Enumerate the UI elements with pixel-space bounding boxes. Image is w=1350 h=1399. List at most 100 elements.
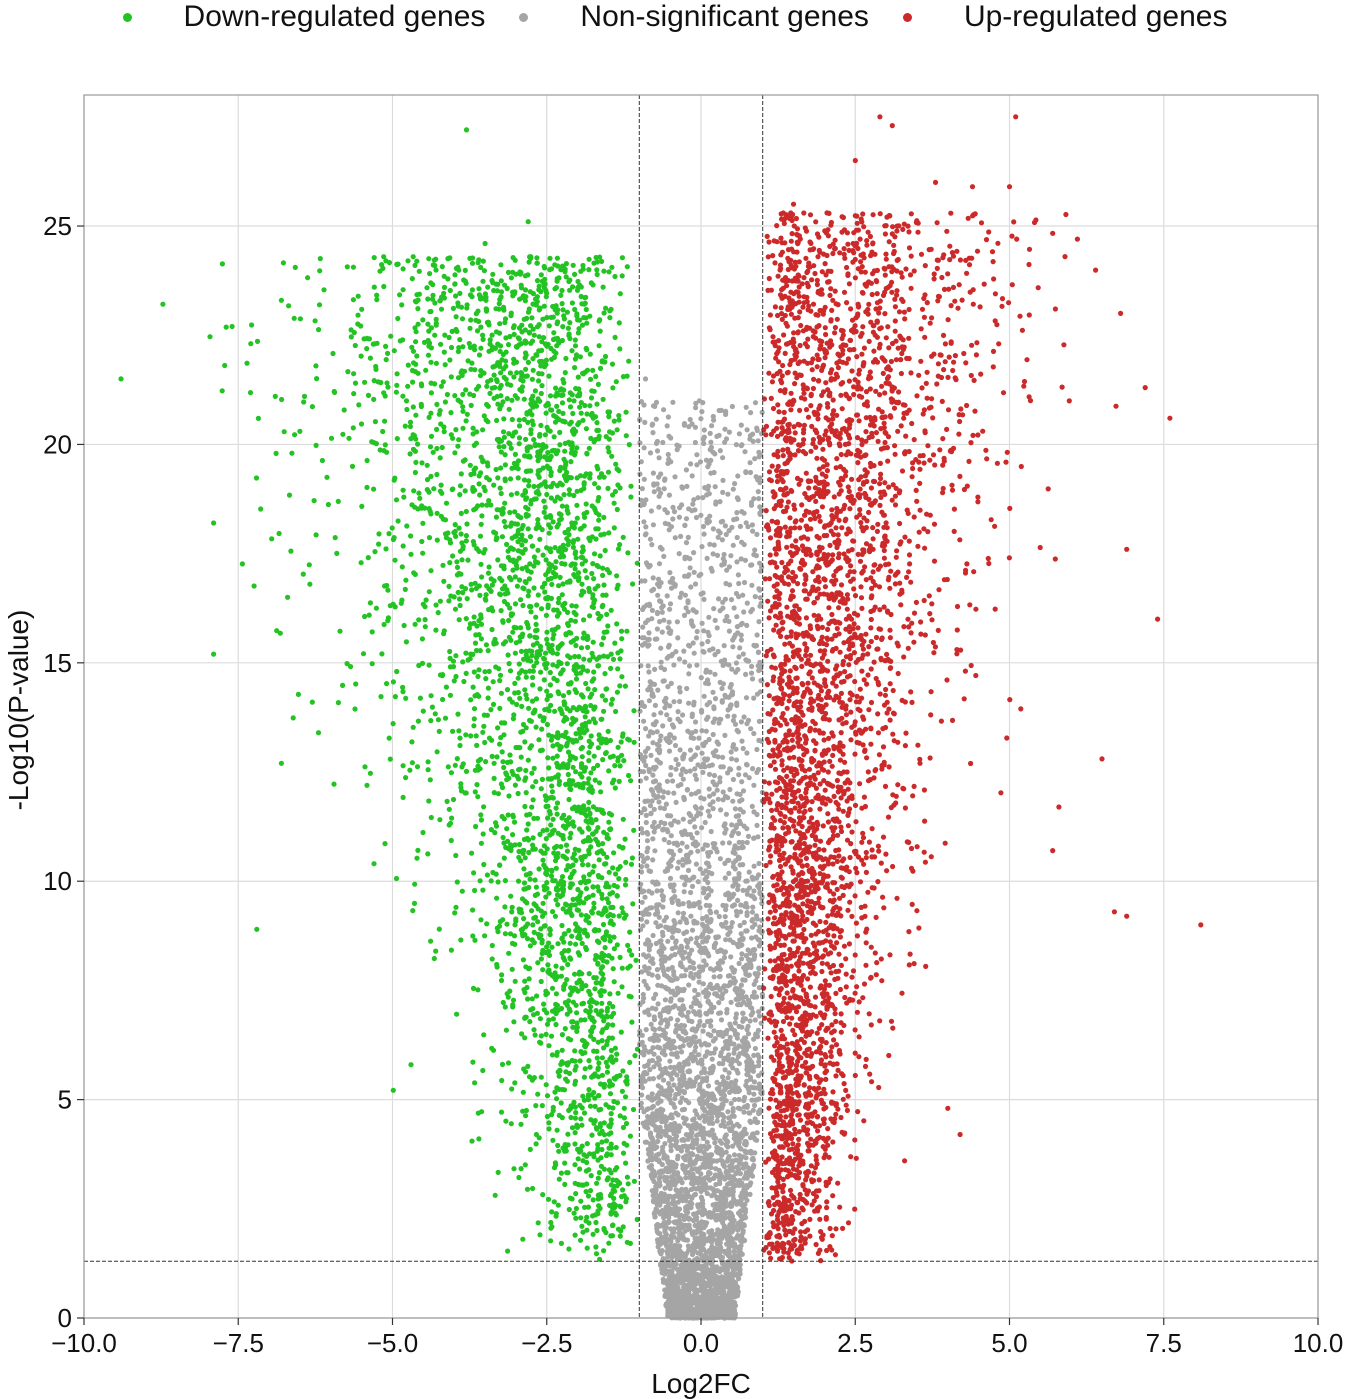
data-point — [594, 980, 600, 986]
data-point — [437, 488, 443, 494]
data-point — [565, 527, 572, 533]
data-point — [561, 606, 568, 612]
data-point — [554, 415, 561, 421]
data-point — [471, 507, 477, 513]
data-point — [524, 448, 530, 454]
data-point — [606, 449, 612, 455]
data-point — [661, 553, 667, 560]
data-point — [344, 661, 350, 667]
data-point — [596, 780, 603, 786]
data-point — [620, 1068, 626, 1074]
data-point — [555, 1202, 561, 1208]
data-point — [408, 1062, 414, 1068]
data-point — [484, 712, 490, 718]
data-point — [490, 679, 496, 685]
data-point — [458, 510, 464, 516]
data-point — [532, 846, 538, 852]
data-point — [496, 923, 503, 929]
data-point — [574, 1122, 580, 1128]
data-point — [668, 764, 674, 771]
data-point — [528, 254, 534, 260]
data-point — [576, 326, 582, 332]
data-point — [404, 523, 410, 529]
data-point — [369, 629, 375, 635]
data-point — [502, 583, 508, 589]
data-point — [507, 931, 514, 937]
data-point — [507, 668, 514, 674]
data-point — [530, 393, 536, 399]
data-point — [499, 357, 505, 363]
data-point — [570, 739, 576, 745]
data-point — [568, 1114, 574, 1121]
data-point — [620, 1124, 627, 1131]
data-point — [544, 491, 550, 498]
data-point — [569, 1125, 576, 1131]
data-point — [413, 329, 419, 335]
data-point — [358, 421, 365, 427]
legend: Down-regulated genes Non-significant gene… — [0, 0, 1350, 34]
data-point — [682, 522, 688, 529]
data-point — [574, 980, 580, 986]
data-point — [591, 975, 597, 981]
data-point — [751, 782, 757, 788]
data-point — [514, 370, 520, 376]
data-point — [558, 1100, 564, 1106]
data-point — [534, 298, 540, 305]
data-point — [615, 990, 621, 996]
data-point — [490, 344, 496, 350]
data-point — [219, 261, 225, 267]
data-point — [746, 869, 752, 875]
data-point — [739, 779, 745, 785]
data-point — [564, 848, 571, 854]
data-point — [564, 977, 570, 983]
data-point — [569, 520, 575, 526]
data-point — [488, 502, 494, 508]
data-point — [465, 557, 471, 563]
data-point — [589, 820, 595, 826]
data-point — [573, 689, 580, 696]
data-point — [463, 418, 469, 424]
data-point — [616, 876, 622, 882]
data-point — [525, 821, 531, 827]
data-point — [531, 929, 537, 936]
data-point — [391, 535, 397, 541]
data-point — [278, 760, 284, 766]
data-point — [505, 1060, 512, 1066]
data-point — [591, 388, 597, 394]
data-point — [608, 1117, 614, 1123]
data-point — [353, 681, 359, 687]
data-point — [525, 625, 531, 631]
data-point — [561, 380, 567, 386]
data-point — [536, 348, 542, 354]
data-point — [385, 384, 391, 390]
data-point — [281, 429, 287, 435]
data-point — [479, 502, 485, 508]
data-point — [278, 297, 284, 303]
data-point — [572, 653, 578, 660]
data-point — [480, 887, 486, 893]
data-point — [651, 1051, 657, 1057]
data-point — [530, 367, 536, 373]
data-point — [540, 316, 546, 322]
data-point — [568, 874, 574, 880]
data-point — [607, 934, 613, 940]
data-point — [467, 391, 473, 397]
data-point — [567, 835, 573, 841]
data-point — [541, 454, 548, 460]
data-point — [572, 971, 578, 977]
data-point — [446, 583, 452, 590]
data-point — [496, 330, 503, 336]
data-point — [552, 286, 558, 292]
data-point — [588, 376, 594, 382]
data-point — [571, 719, 577, 725]
data-point — [545, 596, 551, 602]
data-point — [566, 1206, 572, 1213]
data-point — [525, 219, 531, 225]
data-point — [474, 386, 480, 392]
data-point — [551, 413, 557, 419]
data-point — [472, 580, 478, 586]
data-point — [600, 565, 606, 571]
data-point — [689, 927, 696, 933]
data-point — [424, 462, 430, 468]
data-point — [596, 1060, 602, 1066]
